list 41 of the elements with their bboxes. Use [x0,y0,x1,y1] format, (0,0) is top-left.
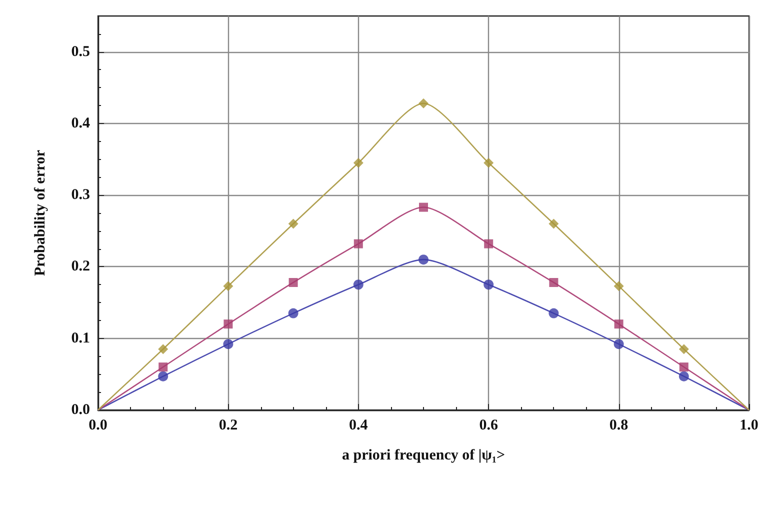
point [158,344,168,354]
y-tick-label: 0.3 [71,187,90,204]
point [679,362,688,372]
point [484,239,494,248]
point [614,281,624,292]
point [158,362,168,372]
x-tick-label: 0.6 [479,418,498,434]
point [353,158,364,168]
point [548,308,559,318]
point [614,339,624,350]
y-tick-label: 0.0 [71,402,90,418]
point [418,98,428,108]
point [549,278,558,287]
point [223,281,234,292]
point [288,278,298,287]
x-tick-label: 1.0 [740,418,758,434]
point [484,158,494,168]
point [158,371,168,382]
point [419,202,428,212]
point [224,320,233,329]
x-tick-label: 0.4 [349,418,368,434]
point [354,239,363,248]
point [614,320,624,329]
point [288,218,298,229]
x-tick-label: 0.8 [609,418,628,434]
point [223,339,234,350]
point [484,280,494,290]
point [678,344,689,354]
x-tick-label: 0.0 [88,418,108,434]
x-axis-title: a priori frequency of |ψ₁> [342,448,506,464]
point [678,371,689,382]
y-tick-label: 0.4 [71,115,90,132]
point [353,280,364,290]
point [288,308,298,318]
point [548,218,559,229]
y-tick-label: 0.1 [71,330,90,346]
y-axis-title: Probability of error [32,150,48,276]
x-tick-label: 0.2 [218,418,238,434]
point [418,254,428,265]
y-tick-label: 0.2 [71,258,90,275]
y-tick-label: 0.5 [71,44,90,60]
